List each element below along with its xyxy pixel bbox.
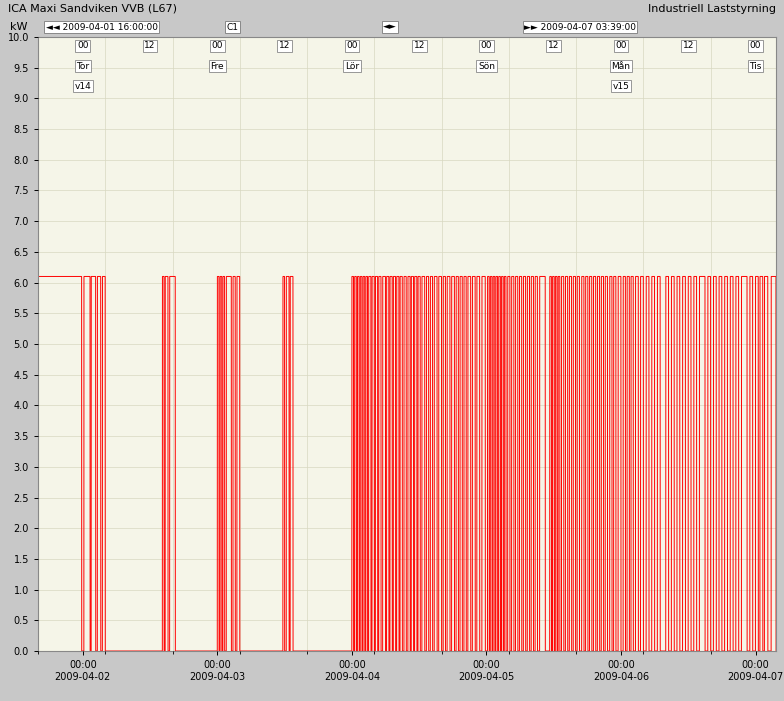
Text: ◄►: ◄► (383, 22, 397, 32)
Text: 12: 12 (413, 41, 425, 50)
Text: 00: 00 (347, 41, 358, 50)
Text: 12: 12 (279, 41, 290, 50)
Text: Fre: Fre (211, 62, 224, 71)
Text: Tis: Tis (750, 62, 762, 71)
Text: 00: 00 (212, 41, 223, 50)
Text: 00: 00 (481, 41, 492, 50)
Text: 00: 00 (750, 41, 761, 50)
Text: 12: 12 (548, 41, 560, 50)
Text: Mån: Mån (612, 62, 630, 71)
Text: Tor: Tor (76, 62, 89, 71)
Text: v15: v15 (612, 82, 630, 91)
Text: Industriell Laststyrning: Industriell Laststyrning (648, 4, 776, 13)
Text: v14: v14 (74, 82, 91, 91)
Text: 12: 12 (144, 41, 156, 50)
Text: Sön: Sön (478, 62, 495, 71)
Text: ICA Maxi Sandviken VVB (L67): ICA Maxi Sandviken VVB (L67) (8, 4, 177, 13)
Text: 00: 00 (77, 41, 89, 50)
Text: ►► 2009-04-07 03:39:00: ►► 2009-04-07 03:39:00 (524, 22, 636, 32)
Text: kW: kW (10, 22, 27, 32)
Text: Lör: Lör (345, 62, 359, 71)
Text: 00: 00 (615, 41, 626, 50)
Text: C1: C1 (226, 22, 238, 32)
Text: 12: 12 (683, 41, 694, 50)
Text: ◄◄ 2009-04-01 16:00:00: ◄◄ 2009-04-01 16:00:00 (45, 22, 158, 32)
